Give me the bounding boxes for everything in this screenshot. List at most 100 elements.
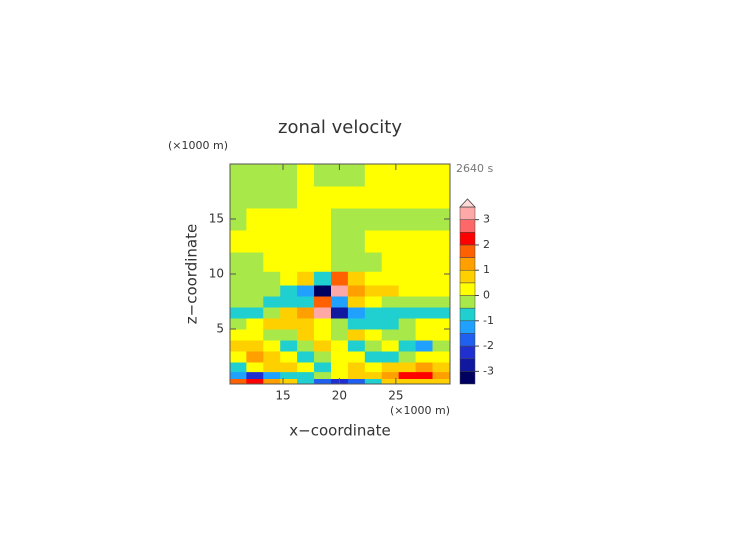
contour-cell	[314, 271, 332, 286]
contour-cell	[263, 296, 281, 308]
contour-cell	[398, 285, 417, 297]
contour-cell	[330, 208, 349, 231]
contour-cell	[297, 318, 315, 330]
contour-cell	[263, 271, 281, 286]
contour-cell	[297, 271, 315, 286]
contour-cell	[347, 271, 366, 286]
contour-cell	[280, 252, 298, 272]
colorbar-label: -2	[483, 339, 494, 352]
contour-cell	[432, 285, 451, 297]
contour-cell	[415, 371, 434, 379]
x-axis-label: x−coordinate	[289, 422, 390, 440]
contour-cell	[398, 351, 417, 363]
contour-cell	[280, 329, 298, 341]
contour-cell	[398, 329, 417, 341]
y-tick-label: 15	[209, 212, 224, 226]
contour-cell	[381, 164, 400, 187]
contour-cell	[330, 230, 349, 253]
contour-cell	[330, 318, 349, 330]
contour-cell	[246, 208, 264, 231]
contour-cell	[280, 351, 298, 363]
contour-cell	[263, 340, 281, 352]
contour-cell	[280, 318, 298, 330]
contour-cell	[297, 186, 315, 209]
contour-cell	[246, 252, 264, 272]
contour-cell	[415, 252, 434, 272]
contour-cell	[246, 318, 264, 330]
contour-cell	[347, 378, 366, 385]
contour-cell	[364, 351, 383, 363]
contour-cell	[415, 340, 434, 352]
contour-cell	[381, 285, 400, 297]
contour-cell	[432, 351, 451, 363]
contour-cell	[297, 362, 315, 373]
colorbar-band	[459, 282, 476, 296]
contour-cell	[432, 186, 451, 209]
contour-cell	[280, 307, 298, 319]
contour-cell	[364, 329, 383, 341]
contour-cell	[381, 230, 400, 253]
contour-cell	[230, 208, 247, 231]
contour-cell	[263, 307, 281, 319]
contour-cell	[230, 285, 247, 297]
contour-cell	[230, 362, 247, 373]
colorbar-label: 1	[483, 263, 490, 276]
colorbar-band	[459, 333, 476, 347]
chart-title: zonal velocity	[278, 117, 402, 138]
contour-cell	[263, 378, 281, 385]
contour-cell	[432, 362, 451, 373]
contour-cell	[314, 186, 332, 209]
contour-cell	[263, 318, 281, 330]
contour-cell	[263, 186, 281, 209]
contour-cell	[230, 351, 247, 363]
contour-cell	[314, 378, 332, 385]
contour-cell	[330, 362, 349, 373]
contour-cell	[415, 186, 434, 209]
contour-cell	[330, 371, 349, 379]
contour-cell	[246, 378, 264, 385]
contour-cell	[398, 296, 417, 308]
contour-cell	[230, 318, 247, 330]
contour-cell	[347, 307, 366, 319]
contour-cell	[415, 285, 434, 297]
contour-cell	[415, 230, 434, 253]
contour-cell	[297, 378, 315, 385]
contour-cell	[246, 329, 264, 341]
contour-cell	[347, 329, 366, 341]
contour-cell	[381, 318, 400, 330]
contour-cell	[381, 186, 400, 209]
contour-cell	[230, 371, 247, 379]
contour-cell	[280, 378, 298, 385]
contour-cell	[364, 230, 383, 253]
colorbar-label: -1	[483, 314, 494, 327]
contour-cell	[381, 371, 400, 379]
x-tick-label: 20	[332, 389, 347, 403]
contour-cell	[297, 230, 315, 253]
contour-cell	[314, 362, 332, 373]
contour-cell	[415, 329, 434, 341]
contour-cell	[398, 371, 417, 379]
contour-cell	[364, 208, 383, 231]
y-axis-label: z−coordinate	[183, 224, 201, 324]
contour-cell	[314, 164, 332, 187]
contour-cell	[398, 340, 417, 352]
contour-cell	[314, 296, 332, 308]
contour-cell	[297, 296, 315, 308]
contour-cell	[415, 307, 434, 319]
contour-cell	[297, 208, 315, 231]
colorbar-band	[459, 307, 476, 322]
contour-cell	[398, 362, 417, 373]
contour-cell	[263, 285, 281, 297]
contour-cell	[398, 378, 417, 385]
contour-cell	[347, 351, 366, 363]
contour-cell	[280, 371, 298, 379]
contour-cell	[381, 340, 400, 352]
colorbar-label: -3	[483, 364, 494, 377]
contour-cell	[230, 164, 247, 187]
contour-cell	[330, 252, 349, 272]
contour-cell	[246, 285, 264, 297]
contour-cell	[398, 252, 417, 272]
colorbar-band	[459, 219, 476, 233]
y-tick-label: 10	[209, 267, 224, 281]
